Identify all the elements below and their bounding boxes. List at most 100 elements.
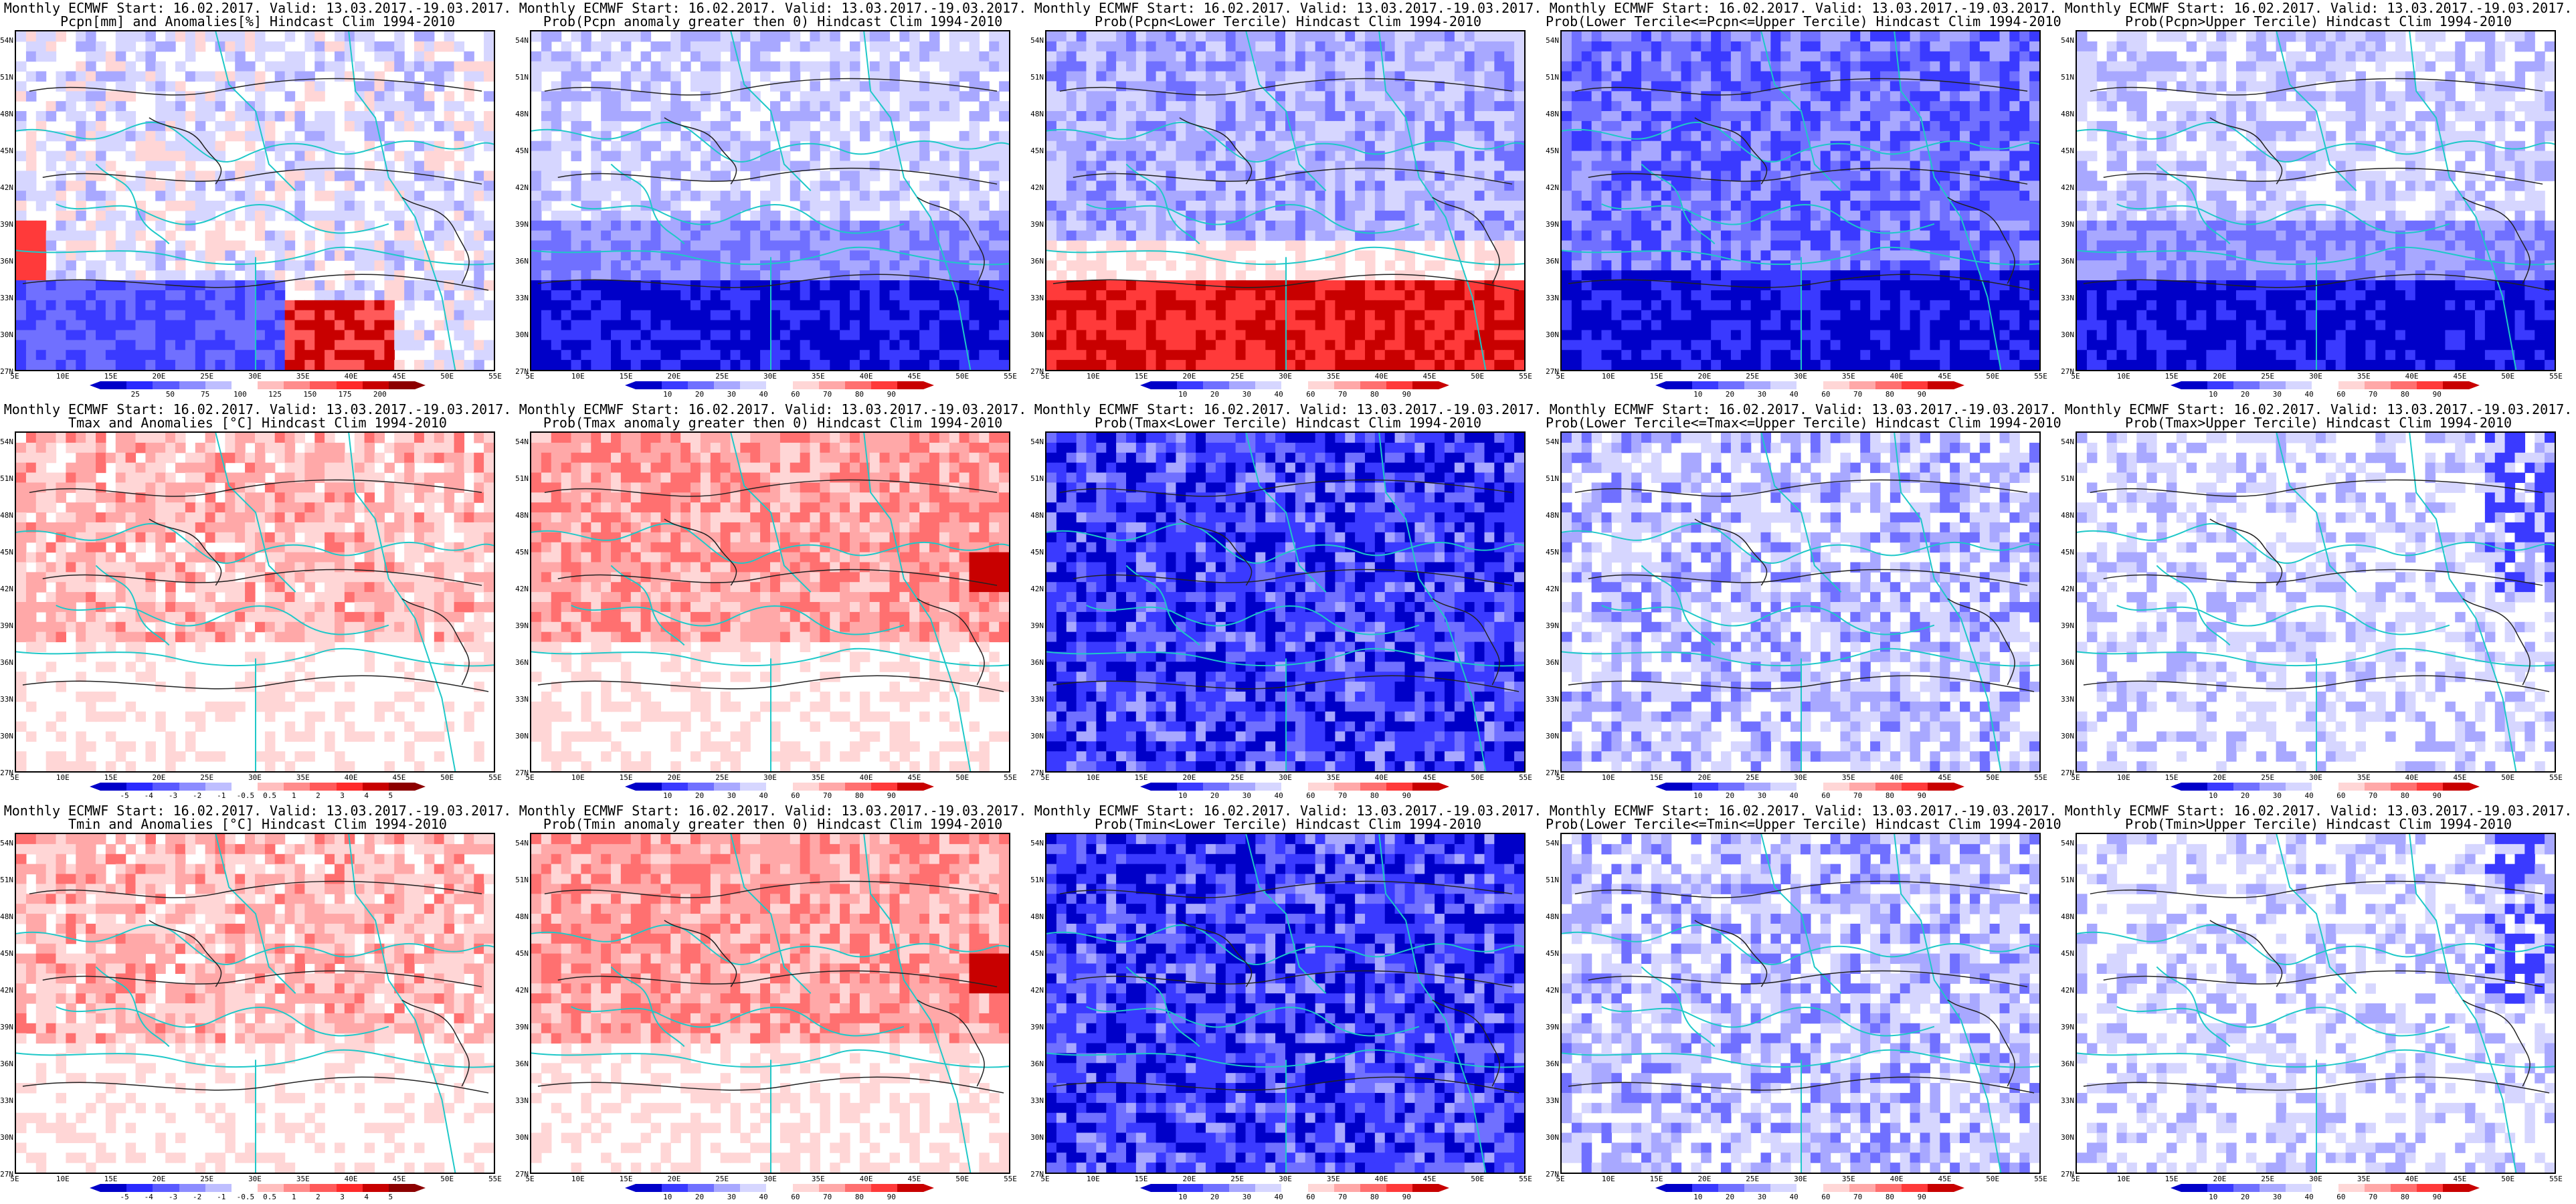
field-cell: [264, 111, 276, 122]
field-cell: [1740, 41, 1752, 52]
field-cell: [1979, 140, 1991, 152]
field-cell: [730, 61, 741, 72]
field-cell: [1305, 150, 1316, 162]
field-cell: [314, 290, 325, 301]
field-cell: [115, 140, 126, 152]
field-cell: [264, 350, 276, 361]
field-cell: [1474, 290, 1485, 301]
field-cell: [1414, 111, 1425, 122]
field-cell: [939, 150, 950, 162]
field-cell: [1880, 91, 1891, 102]
field-cell: [620, 101, 632, 112]
field-cell: [434, 181, 445, 191]
field-cell: [959, 270, 970, 281]
field-cell: [424, 51, 435, 62]
field-cell: [1424, 51, 1435, 62]
field-cell: [1145, 250, 1157, 261]
field-cell: [531, 181, 542, 191]
field-cell: [620, 240, 632, 252]
field-cell: [999, 290, 1009, 301]
field-cell: [1086, 260, 1097, 271]
field-cell: [1504, 120, 1515, 132]
field-cell: [96, 260, 106, 271]
field-cell: [1940, 81, 1950, 92]
field-cell: [195, 191, 206, 201]
field-cell: [1384, 350, 1396, 361]
lon-tick-label: 20E: [667, 372, 681, 381]
field-cell: [1315, 330, 1326, 340]
lon-tick-label: 50E: [1986, 372, 2000, 381]
field-cell: [1900, 130, 1911, 142]
field-cell: [1720, 140, 1732, 152]
field-cell: [1046, 41, 1057, 52]
field-cell: [581, 280, 591, 291]
field-cell: [1285, 91, 1296, 102]
field-cell: [1355, 140, 1366, 152]
field-cell: [1374, 300, 1386, 311]
field-cell: [770, 250, 781, 261]
field-cell: [1145, 330, 1157, 340]
field-cell: [1591, 41, 1602, 52]
lon-tick-label: 20E: [1697, 372, 1712, 381]
field-cell: [1384, 280, 1396, 291]
field-cell: [1999, 91, 2011, 102]
lon-tick-label: 25E: [715, 372, 729, 381]
field-cell: [384, 250, 395, 261]
field-cell: [1345, 101, 1356, 112]
field-cell: [1601, 161, 1612, 171]
field-cell: [571, 181, 581, 191]
field-cell: [1355, 41, 1366, 52]
field-cell: [1920, 31, 1931, 42]
field-cell: [720, 320, 731, 331]
field-cell: [680, 111, 691, 122]
field-cell: [1166, 171, 1177, 181]
field-cell: [255, 350, 266, 361]
field-cell: [670, 360, 681, 370]
field-cell: [325, 300, 335, 311]
field-cell: [1275, 290, 1286, 301]
field-cell: [1484, 360, 1495, 370]
field-cell: [1454, 270, 1465, 281]
colorbar-tick-label: 10: [1178, 390, 1188, 399]
field-cell: [929, 161, 940, 171]
field-cell: [1571, 111, 1582, 122]
field-cell: [1135, 310, 1147, 321]
field-cell: [779, 330, 791, 340]
field-cell: [760, 31, 771, 42]
field-cell: [25, 270, 37, 281]
field-cell: [541, 191, 552, 201]
field-cell: [1504, 130, 1515, 142]
field-cell: [185, 320, 196, 331]
field-cell: [294, 71, 305, 82]
field-cell: [869, 191, 881, 201]
field-cell: [1046, 350, 1057, 361]
lat-tick-label: 42N: [0, 183, 13, 192]
field-cell: [1820, 41, 1831, 52]
field-cell: [1611, 71, 1622, 82]
field-cell: [1969, 171, 1981, 181]
field-cell: [1581, 31, 1592, 42]
field-cell: [1454, 350, 1465, 361]
field-cell: [1156, 250, 1167, 261]
field-cell: [274, 181, 286, 191]
field-cell: [255, 150, 266, 162]
field-cell: [2009, 101, 2020, 112]
field-cell: [1424, 310, 1435, 321]
field-cell: [1106, 320, 1117, 331]
field-cell: [1245, 61, 1257, 72]
field-cell: [304, 280, 315, 291]
field-cell: [1730, 140, 1742, 152]
field-cell: [889, 41, 901, 52]
field-cell: [434, 240, 445, 252]
field-cell: [235, 310, 246, 321]
field-cell: [859, 260, 870, 271]
field-cell: [899, 51, 910, 62]
field-cell: [939, 330, 950, 340]
field-cell: [1681, 71, 1692, 82]
field-cell: [850, 181, 860, 191]
field-cell: [1235, 71, 1247, 82]
field-cell: [16, 181, 27, 191]
field-cell: [205, 230, 216, 241]
field-cell: [56, 81, 66, 92]
field-cell: [1086, 161, 1097, 171]
